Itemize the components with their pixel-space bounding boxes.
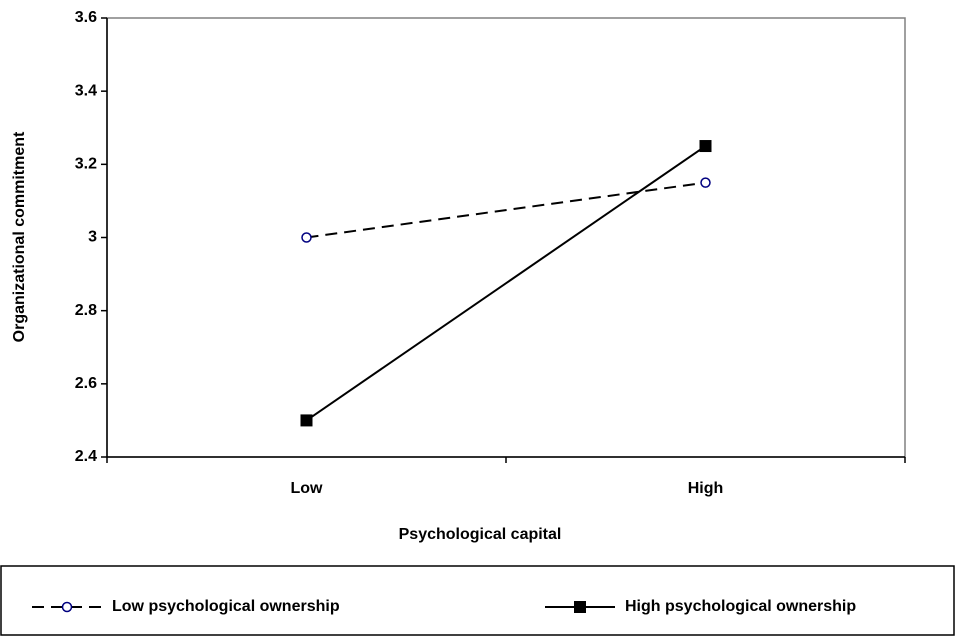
- x-tick-label: Low: [291, 480, 324, 497]
- y-tick-label: 3.4: [75, 82, 97, 99]
- legend-label: Low psychological ownership: [112, 598, 340, 615]
- marker: [301, 232, 312, 243]
- legend-marker: [61, 601, 73, 613]
- y-tick-label: 3.6: [75, 9, 97, 26]
- legend-marker: [574, 601, 586, 613]
- y-tick-label: 3: [88, 229, 97, 246]
- series-line: [305, 145, 707, 422]
- legend-label: High psychological ownership: [625, 598, 856, 615]
- y-axis-label: Organizational commitment: [11, 131, 28, 342]
- y-tick-label: 2.4: [75, 448, 97, 465]
- x-axis-label: Psychological capital: [399, 526, 562, 543]
- x-tick-label: High: [688, 480, 724, 497]
- y-tick-label: 3.2: [75, 156, 97, 173]
- y-tick-label: 2.8: [75, 302, 97, 319]
- legend: [0, 565, 955, 636]
- marker: [699, 140, 712, 153]
- plot-area: [106, 17, 906, 458]
- marker: [700, 177, 711, 188]
- series-line: [306, 181, 706, 239]
- y-tick-label: 2.6: [75, 375, 97, 392]
- marker: [300, 414, 313, 427]
